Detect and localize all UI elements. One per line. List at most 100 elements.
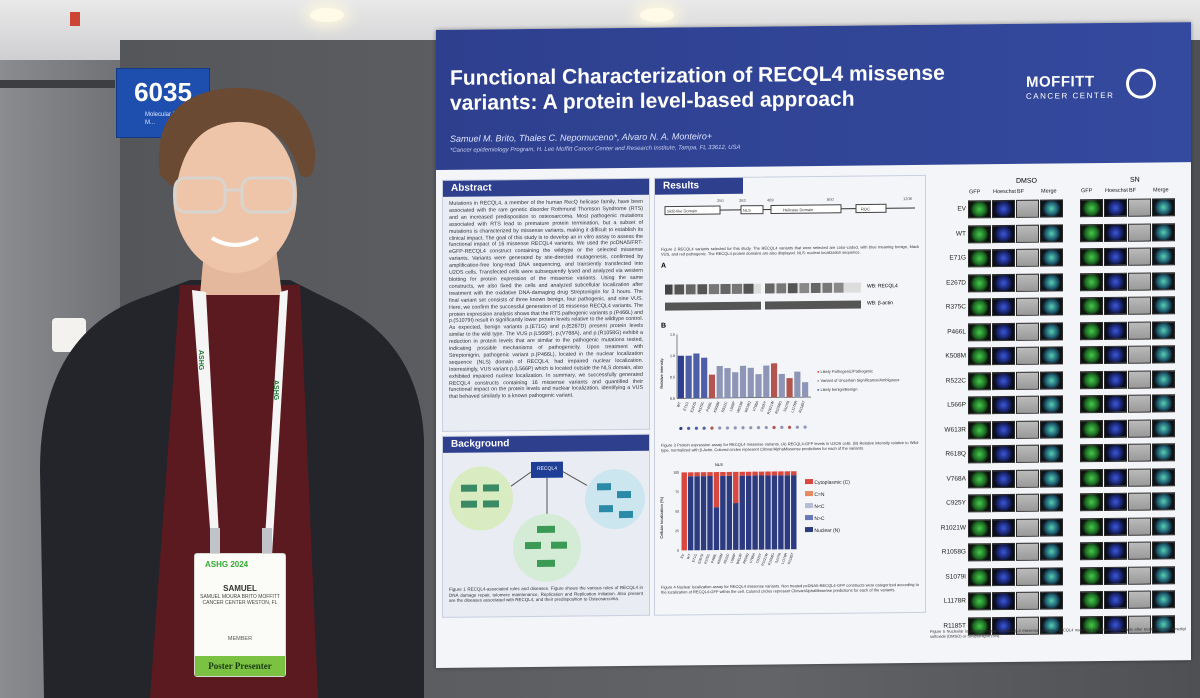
tick-label-L1178R: L1178R	[790, 400, 798, 413]
tick-label-L1178R: L1178R	[781, 552, 789, 565]
stack-R1185T	[791, 475, 797, 550]
badge-logo: ASHG 2024	[205, 560, 249, 569]
y-tick-label: 50	[675, 510, 679, 514]
stack-P466L	[713, 472, 720, 508]
tick-label-R1058G: R1058G	[767, 552, 775, 566]
prediction-dot	[687, 426, 691, 430]
stack-R1058G	[771, 471, 778, 476]
stack-L1178R	[784, 471, 791, 476]
badge-role: Poster Presenter	[195, 656, 285, 676]
prediction-dot	[803, 425, 807, 429]
bar-R1185T	[802, 382, 809, 398]
stack-R375C	[707, 476, 713, 551]
nls-domain	[740, 205, 764, 215]
stack-WT	[687, 476, 694, 551]
prediction-dot	[772, 425, 776, 430]
stack-R1021W	[765, 475, 771, 550]
stack-R618Q	[745, 471, 752, 476]
tick-label-EV: EV	[680, 553, 686, 559]
bar-V768A	[755, 374, 762, 398]
tick-label-V768A: V768A	[749, 552, 756, 564]
tick-label-WT: WT	[686, 553, 692, 559]
y-tick-label: 1.5	[670, 333, 675, 337]
tick-label-E267D: E267D	[690, 401, 698, 413]
tick-label-W613R: W613R	[736, 400, 744, 413]
prediction-dot	[756, 426, 761, 430]
stack-V768A	[752, 471, 758, 476]
tick-label-R618Q: R618Q	[742, 552, 750, 564]
tick-label-P466L: P466L	[710, 553, 717, 564]
bar-R618Q	[747, 367, 754, 398]
tick-label-E267D: E267D	[697, 553, 704, 565]
stack-C925Y	[758, 475, 765, 550]
y-tick-label: 0.5	[670, 375, 675, 379]
prediction-dot	[749, 426, 753, 430]
diagram-node	[537, 525, 555, 533]
research-poster: Functional Characterization of RECQL4 mi…	[436, 22, 1191, 668]
tick-label-E71G: E71G	[691, 553, 698, 563]
tick-label-P466L: P466L	[706, 401, 713, 412]
background-section: Background RECQL	[442, 433, 650, 618]
tick-label-R375C: R375C	[704, 553, 712, 565]
badge-info: SAMUEL MOURA BRITO MOFFITT CANCER CENTER…	[200, 594, 280, 606]
prediction-dot	[780, 425, 784, 429]
lanyard-clip	[262, 528, 272, 556]
presenter-hair	[158, 87, 316, 190]
fire-alarm	[70, 12, 80, 26]
bar-WT	[677, 355, 684, 399]
diagram-node	[537, 559, 555, 567]
presenter-face	[173, 117, 297, 273]
prediction-dot	[764, 425, 768, 430]
lanyard-left	[192, 290, 220, 555]
y-tick-label: 0.0	[670, 397, 675, 401]
stack-R522C	[726, 471, 733, 476]
booth-number: 6035	[134, 77, 192, 107]
y-tick-label: 1.0	[670, 354, 675, 358]
stack-K508M	[720, 471, 726, 476]
prediction-dot	[787, 425, 792, 429]
prediction-dot	[702, 426, 706, 430]
bar-C925Y	[763, 365, 770, 398]
diagram-circle-bottom	[513, 513, 581, 582]
bar-L1178R	[794, 371, 801, 398]
diagram-node	[597, 483, 611, 491]
diagram-node	[461, 484, 477, 492]
bar-W613R	[739, 365, 747, 398]
tick-label-R375C: R375C	[698, 401, 706, 413]
stack-E267D	[700, 476, 707, 551]
tick-label-R1021W: R1021W	[761, 552, 770, 567]
helicase-domain	[770, 204, 842, 214]
prediction-dot	[733, 426, 737, 430]
ceiling-light	[310, 8, 344, 22]
diagram-node	[483, 484, 499, 492]
stack-R522C	[726, 475, 733, 550]
tick-label-R1021W: R1021W	[766, 400, 775, 415]
bar-R522C	[724, 368, 731, 398]
tick-label-C925Y: C925Y	[760, 400, 768, 412]
glasses-icon	[173, 176, 296, 214]
tick-label-R1185T: R1185T	[798, 399, 806, 413]
prediction-dot	[718, 426, 722, 430]
rqc-domain	[855, 203, 887, 214]
expression-bar-chart: WT E71G E267D R375C P466L K508M R522C L566P W613…	[670, 333, 811, 431]
prediction-dot	[694, 426, 699, 430]
tick-label-R522C: R522C	[721, 401, 729, 413]
diagram-node	[599, 505, 613, 513]
tick-label-R618Q: R618Q	[744, 401, 752, 413]
tick-label-W613R: W613R	[736, 552, 744, 565]
bar-R1021W	[770, 363, 778, 398]
background-diagram	[449, 461, 645, 582]
prediction-dot	[679, 426, 683, 431]
stack-S1079I	[778, 475, 784, 550]
stack-E267D	[700, 472, 707, 477]
y-tick-label: 0	[677, 549, 679, 553]
presenter-smile	[210, 236, 260, 247]
stack-E71G	[694, 472, 700, 477]
diagram-arrow	[562, 471, 588, 486]
diagram-circle-left	[449, 466, 513, 531]
y-tick-label: 100	[673, 471, 679, 475]
prediction-dot	[725, 426, 730, 430]
stack-V768A	[752, 475, 758, 550]
stack-WT	[687, 472, 694, 477]
